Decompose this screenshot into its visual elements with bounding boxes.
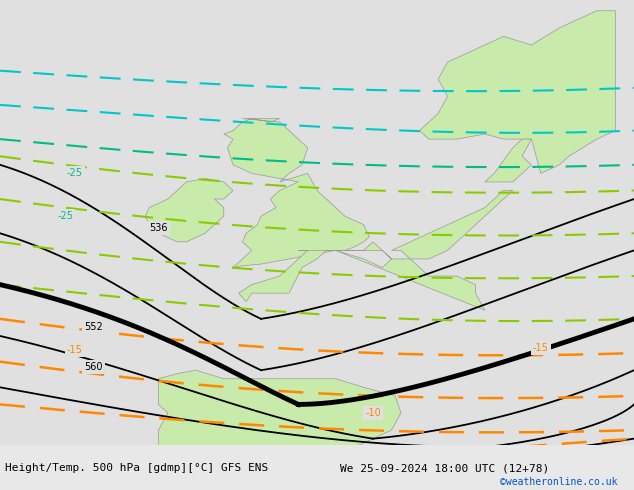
- Text: -25: -25: [67, 169, 82, 178]
- Text: ©weatheronline.co.uk: ©weatheronline.co.uk: [500, 477, 618, 487]
- Polygon shape: [158, 370, 401, 490]
- Text: -25: -25: [57, 211, 74, 221]
- Text: 576: 576: [438, 468, 457, 478]
- Text: -15: -15: [67, 344, 82, 355]
- Text: -15: -15: [533, 343, 548, 353]
- Polygon shape: [238, 242, 485, 310]
- Text: 536: 536: [149, 223, 168, 233]
- Text: 552: 552: [84, 322, 103, 332]
- Polygon shape: [392, 191, 513, 259]
- Bar: [0, 445, 634, 490]
- Polygon shape: [485, 139, 531, 182]
- Text: -10: -10: [365, 408, 381, 418]
- Text: We 25-09-2024 18:00 UTC (12+78): We 25-09-2024 18:00 UTC (12+78): [340, 463, 549, 473]
- Polygon shape: [420, 11, 616, 173]
- Text: 560: 560: [84, 362, 103, 372]
- Polygon shape: [224, 119, 369, 268]
- Polygon shape: [145, 178, 233, 242]
- Text: Height/Temp. 500 hPa [gdmp][°C] GFS ENS: Height/Temp. 500 hPa [gdmp][°C] GFS ENS: [5, 463, 268, 473]
